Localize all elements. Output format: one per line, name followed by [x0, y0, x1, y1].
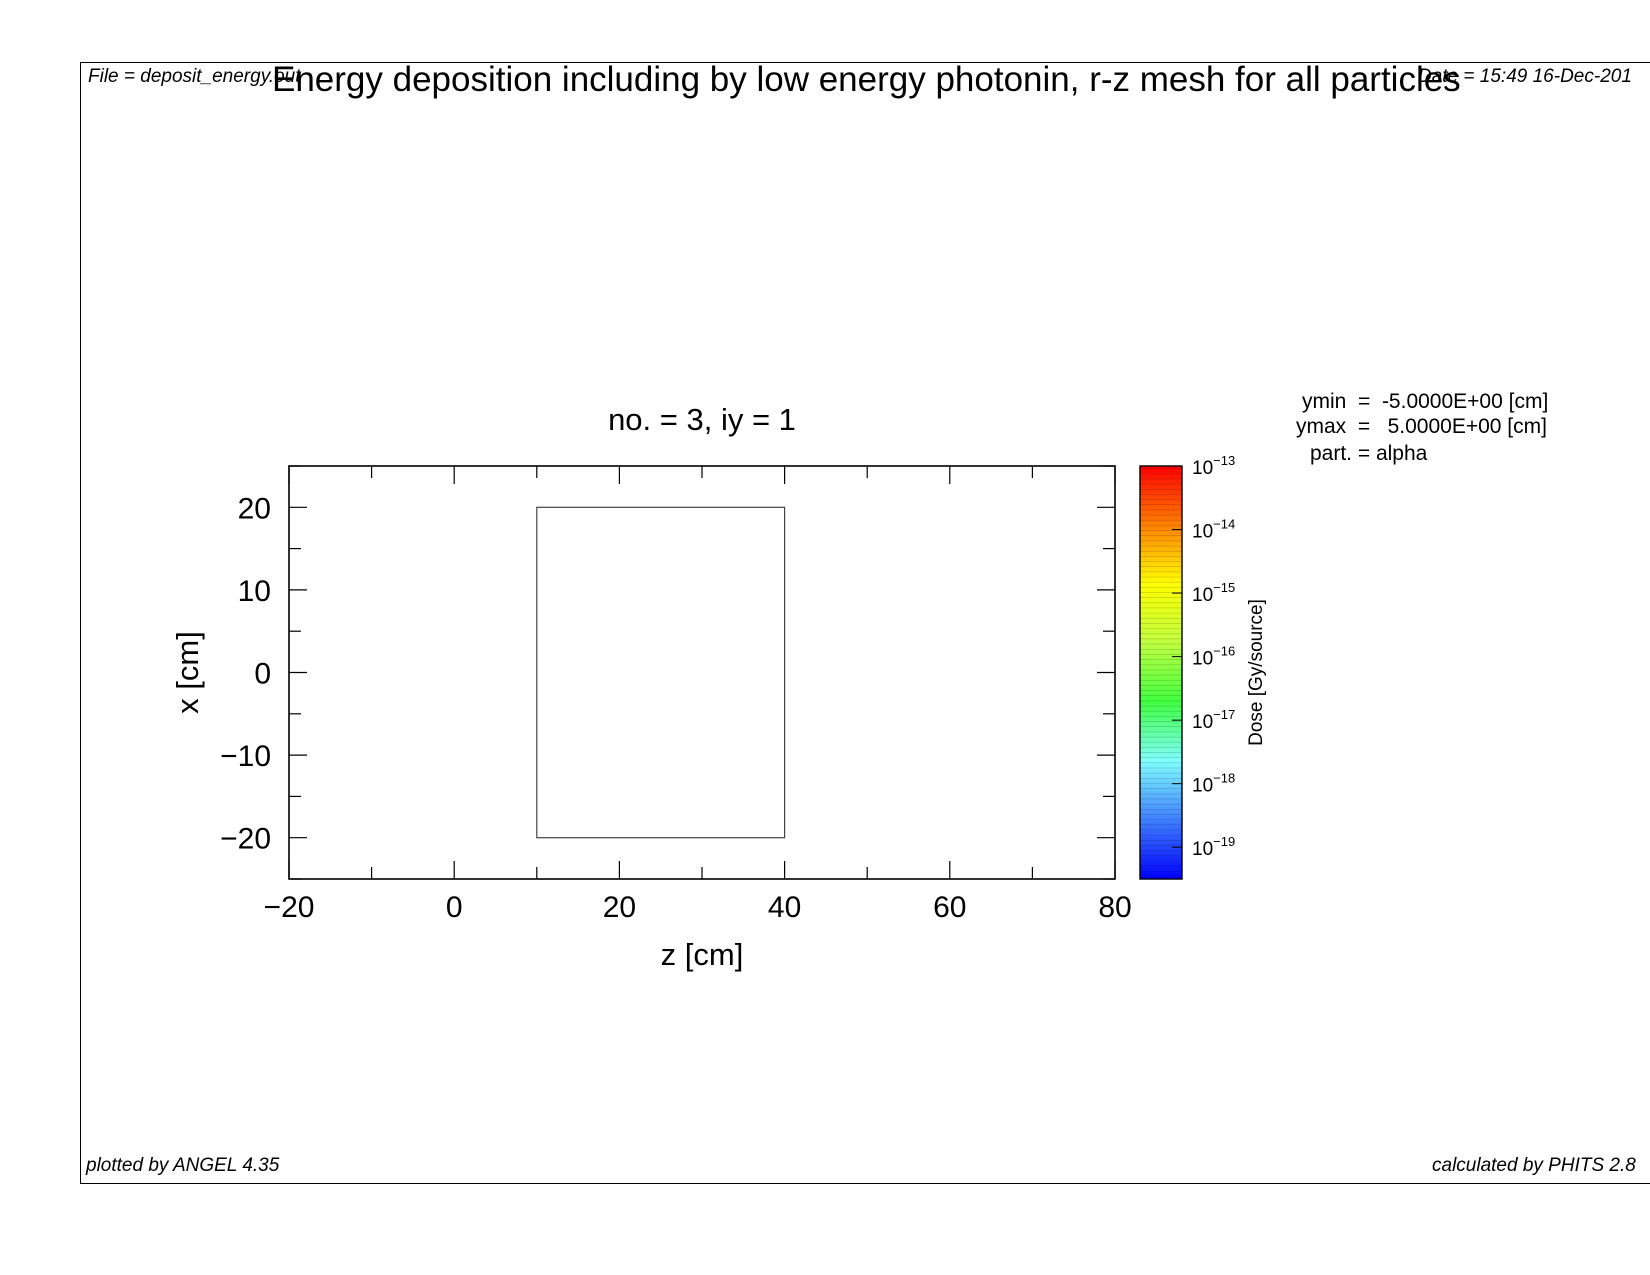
page-frame	[80, 62, 1650, 1184]
y-tick-label: 0	[254, 658, 271, 691]
file-label: File = deposit_energy.out	[88, 66, 301, 87]
plotted-by-label: plotted by ANGEL 4.35	[86, 1155, 280, 1176]
x-tick-label: 40	[768, 891, 801, 924]
colorbar-tick-label: 10−18	[1192, 771, 1235, 797]
x-tick-label: −20	[264, 891, 315, 924]
x-tick-label: 0	[446, 891, 463, 924]
plot-frame	[288, 465, 1116, 880]
ymin-label: ymin = -5.0000E+00 [cm]	[1302, 390, 1549, 413]
x-axis-label: z [cm]	[661, 937, 744, 972]
y-tick-label: −20	[220, 823, 271, 856]
date-label: Date = 15:49 16-Dec-201	[1418, 66, 1632, 87]
geometry-outline	[536, 506, 786, 839]
y-tick-label: −10	[220, 740, 271, 773]
colorbar	[1139, 465, 1183, 880]
y-tick-label: 20	[238, 492, 271, 525]
colorbar-tick-label: 10−16	[1192, 644, 1235, 670]
chart-title: no. = 3, iy = 1	[608, 402, 796, 437]
colorbar-tick-label: 10−13	[1192, 453, 1235, 479]
y-tick-label: 10	[238, 575, 271, 608]
colorbar-tick-label: 10−15	[1192, 580, 1235, 606]
colorbar-tick-label: 10−17	[1192, 707, 1235, 733]
y-axis-label: x [cm]	[170, 631, 205, 714]
x-tick-label: 60	[933, 891, 966, 924]
ymax-label: ymax = 5.0000E+00 [cm]	[1296, 415, 1547, 438]
x-tick-label: 80	[1098, 891, 1131, 924]
calculated-by-label: calculated by PHITS 2.8	[1432, 1155, 1636, 1176]
particle-label: part. = alpha	[1310, 442, 1428, 465]
colorbar-tick-label: 10−19	[1192, 834, 1235, 860]
colorbar-label: Dose [Gy/source]	[1246, 599, 1267, 746]
colorbar-tick-label: 10−14	[1192, 517, 1235, 543]
page-title: Energy deposition including by low energ…	[272, 60, 1461, 99]
x-tick-label: 20	[603, 891, 636, 924]
